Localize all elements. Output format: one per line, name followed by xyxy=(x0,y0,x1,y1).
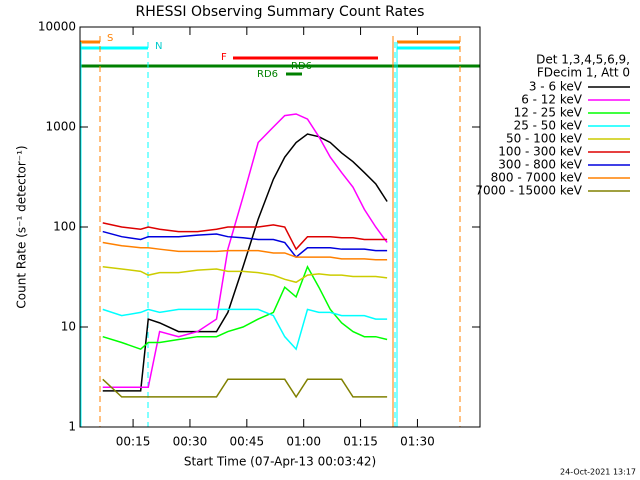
legend-header: FDecim 1, Att 0 xyxy=(537,66,630,80)
legend-label: 50 - 100 keV xyxy=(506,132,583,146)
footer: 24-Oct-2021 13:17 xyxy=(560,468,636,477)
x-tick-label: 01:00 xyxy=(286,435,321,449)
x-tick-label: 00:30 xyxy=(173,435,208,449)
series-line xyxy=(102,222,388,251)
series-line xyxy=(102,378,388,399)
legend-label: 800 - 7000 keV xyxy=(491,171,583,185)
x-tick-label: 00:45 xyxy=(230,435,265,449)
series-line xyxy=(102,241,388,261)
x-tick-label: 01:30 xyxy=(400,435,435,449)
annotation: RD6 xyxy=(291,61,312,72)
y-tick-label: 1000 xyxy=(45,120,76,134)
legend-label: 12 - 25 keV xyxy=(514,106,583,120)
y-tick-label: 1 xyxy=(68,420,76,434)
series-line xyxy=(102,265,388,351)
time-markers xyxy=(80,36,461,427)
legend-label: 7000 - 15000 keV xyxy=(475,184,582,198)
status-bars xyxy=(80,40,480,76)
x-axis-label: Start Time (07-Apr-13 00:03:42) xyxy=(184,455,376,469)
annotation: RD6 xyxy=(257,69,278,80)
y-tick-label: 100 xyxy=(53,220,76,234)
legend-label: 3 - 6 keV xyxy=(529,80,583,94)
series-line xyxy=(102,230,388,259)
legend-label: 25 - 50 keV xyxy=(514,119,583,133)
legend-label: 6 - 12 keV xyxy=(521,93,583,107)
legend-label: 100 - 300 keV xyxy=(498,145,582,159)
series-line xyxy=(102,308,388,351)
y-tick-label: 10000 xyxy=(38,20,76,34)
legend-header: Det 1,3,4,5,6,9, xyxy=(536,53,630,67)
y-axis-label: Count Rate (s⁻¹ detector⁻¹) xyxy=(15,145,29,308)
x-tick-label: 00:15 xyxy=(116,435,151,449)
chart-title: RHESSI Observing Summary Count Rates xyxy=(136,4,425,20)
series-line xyxy=(102,266,388,284)
y-tick-label: 10 xyxy=(61,320,76,334)
x-tick-label: 01:15 xyxy=(343,435,378,449)
legend-label: 300 - 800 keV xyxy=(498,158,582,172)
annotation: F xyxy=(221,52,227,63)
annotation: N xyxy=(155,41,162,52)
annotation: S xyxy=(107,33,113,44)
series-line xyxy=(102,133,388,392)
series-line xyxy=(102,113,388,388)
